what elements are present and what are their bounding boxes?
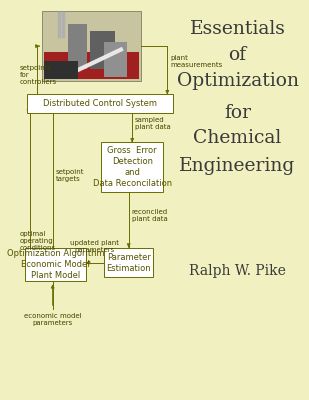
FancyBboxPatch shape	[44, 52, 139, 79]
Text: Chemical: Chemical	[193, 130, 281, 148]
Text: economic model
parameters: economic model parameters	[24, 313, 82, 326]
Text: setpoints
for
controllers: setpoints for controllers	[20, 65, 57, 85]
Text: sampled
plant data: sampled plant data	[135, 117, 171, 130]
Text: Gross  Error
Detection
and
Data Reconcilation: Gross Error Detection and Data Reconcila…	[93, 146, 172, 188]
Text: Parameter
Estimation: Parameter Estimation	[106, 252, 151, 273]
Text: Engineering: Engineering	[180, 157, 296, 175]
Text: Optimization: Optimization	[176, 72, 298, 90]
Text: reconciled
plant data: reconciled plant data	[132, 209, 167, 222]
Text: Distributed Control System: Distributed Control System	[43, 98, 157, 108]
Text: of: of	[228, 46, 247, 64]
FancyBboxPatch shape	[104, 42, 127, 77]
FancyBboxPatch shape	[68, 24, 87, 69]
Text: optimal
operating
conditions: optimal operating conditions	[20, 231, 56, 251]
FancyBboxPatch shape	[90, 31, 115, 69]
Text: Essentials: Essentials	[190, 20, 286, 38]
FancyBboxPatch shape	[44, 62, 78, 79]
Text: updated plant
parameters: updated plant parameters	[70, 240, 120, 253]
FancyBboxPatch shape	[25, 248, 86, 282]
Text: Ralph W. Pike: Ralph W. Pike	[189, 264, 286, 278]
FancyBboxPatch shape	[101, 142, 163, 192]
Text: for: for	[224, 104, 251, 122]
Text: setpoint
targets: setpoint targets	[56, 169, 84, 182]
FancyBboxPatch shape	[104, 248, 153, 278]
FancyBboxPatch shape	[42, 11, 141, 81]
Text: Optimization Algorithm
Economic Model
Plant Model: Optimization Algorithm Economic Model Pl…	[7, 249, 104, 280]
FancyBboxPatch shape	[27, 94, 173, 113]
Text: plant
measurements: plant measurements	[170, 55, 222, 68]
